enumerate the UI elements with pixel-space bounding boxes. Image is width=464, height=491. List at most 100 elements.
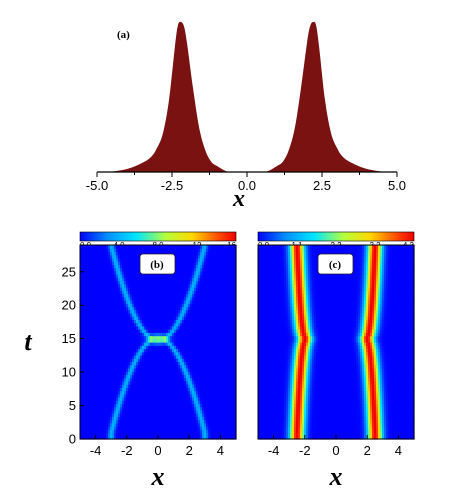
heatmap-cell [112,280,115,285]
heatmap-cell [200,393,203,398]
heatmap-cell [382,429,385,434]
heatmap-cell [178,290,181,295]
heatmap-cell [192,406,195,411]
heatmap-cell [208,432,211,437]
heatmap-cell [118,406,121,411]
heatmap-cell [116,245,119,249]
heatmap-cell [192,361,195,366]
heatmap-cell [230,261,233,265]
heatmap-cell [208,426,211,430]
heatmap-cell [172,393,175,398]
heatmap-cell [186,319,189,324]
heatmap-cell [148,316,151,320]
heatmap-cell [182,261,185,265]
heatmap-cell [164,387,167,392]
heatmap-cell [130,400,133,405]
heatmap-cell [130,319,133,324]
heatmap-cell [232,384,235,388]
heatmap-cell [120,396,123,401]
heatmap-cell [164,245,167,249]
heatmap-cell [190,426,193,430]
heatmap-cell [186,248,189,253]
heatmap-cell [156,348,159,353]
heatmap-cell [82,348,85,353]
heatmap-cell [190,325,193,330]
heatmap-cell [208,400,211,405]
heatmap-cell [188,384,191,388]
heatmap-cell [156,380,159,385]
heatmap-cell [230,299,233,304]
heatmap-cell [210,387,213,392]
heatmap-cell [196,287,199,291]
heatmap-cell [184,287,187,291]
heatmap-cell [190,393,193,398]
heatmap-cell [148,377,151,382]
heatmap-cell [106,303,109,308]
heatmap-cell [230,377,233,382]
heatmap-cell [134,264,137,269]
heatmap-cell [122,403,125,408]
heatmap-cell [154,390,157,395]
heatmap-cell [230,342,233,346]
heatmap-cell [120,348,123,353]
heatmap-cell [132,274,135,278]
heatmap-cell [194,342,197,346]
heatmap-cell [98,322,101,327]
heatmap-cell [166,426,169,430]
heatmap-cell [168,384,171,388]
heatmap-cell [230,316,233,320]
heatmap-cell [212,384,215,388]
heatmap-cell [184,429,187,434]
heatmap-cell [214,306,217,311]
heatmap-cell [218,393,221,398]
heatmap-cell [226,416,229,421]
heatmap-cell [150,393,153,398]
heatmap-cell [308,432,311,437]
heatmap-cell [110,361,113,366]
heatmap-cell [82,374,85,379]
heatmap-cell [108,371,111,375]
heatmap-cell [88,287,91,291]
heatmap-cell [198,419,201,424]
heatmap-cell [206,261,209,265]
heatmap-cell [212,338,215,343]
heatmap-cell [118,338,121,343]
heatmap-cell [196,248,199,253]
heatmap-cell [152,422,155,427]
heatmap-cell [204,335,207,340]
heatmap-cell [114,287,117,291]
heatmap-cell [124,316,127,320]
heatmap-cell [206,296,209,301]
heatmap-cell [202,406,205,411]
heatmap-cell [138,384,141,388]
heatmap-cell [212,319,215,324]
heatmap-cell [204,257,207,262]
heatmap-cell [198,351,201,356]
heatmap-cell [86,390,89,395]
heatmap-cell [112,299,115,304]
heatmap-cell [198,274,201,278]
heatmap-cell [200,403,203,408]
heatmap-cell [168,245,171,249]
heatmap-cell [144,361,147,366]
heatmap-cell [100,338,103,343]
heatmap-cell [208,345,211,350]
heatmap-cell [138,248,141,253]
heatmap-cell [82,387,85,392]
heatmap-cell [122,296,125,301]
heatmap-cell [150,429,153,434]
heatmap-cell [210,257,213,262]
heatmap-cell [108,325,111,330]
heatmap-cell [160,429,163,434]
heatmap-cell [154,332,157,337]
heatmap-cell [218,380,221,385]
heatmap-cell [90,261,93,265]
heatmap-cell [214,374,217,379]
heatmap-cell [288,429,291,434]
heatmap-cell [218,342,221,346]
heatmap-cell [228,254,231,259]
heatmap-cell [170,277,173,282]
heatmap-cell [160,335,163,340]
heatmap-cell [228,387,231,392]
heatmap-cell [110,280,113,285]
